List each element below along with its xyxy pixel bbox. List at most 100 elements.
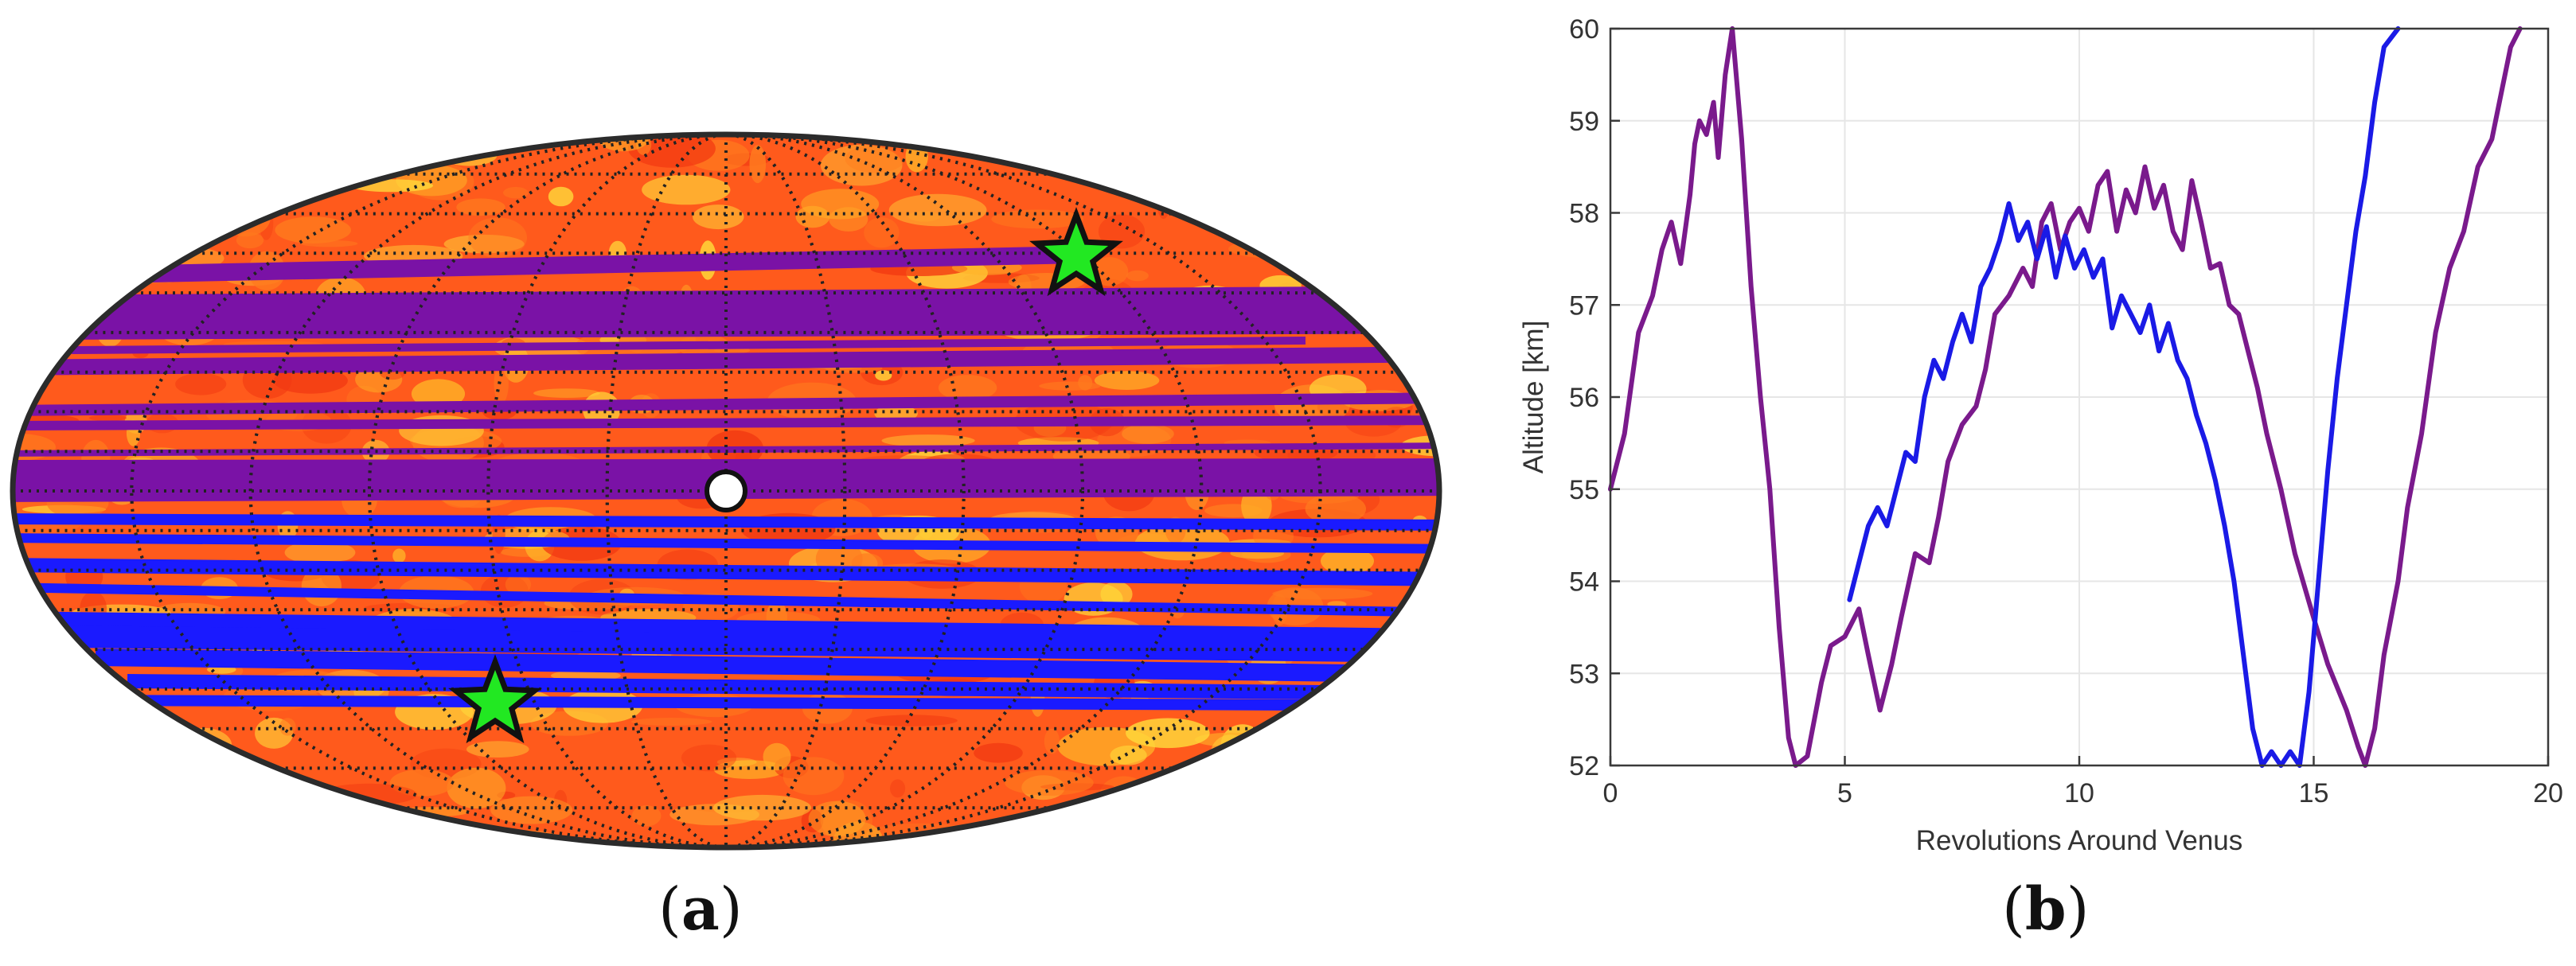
surface-patch: [1395, 347, 1439, 382]
surface-patch: [76, 180, 100, 214]
surface-patch: [974, 742, 1023, 763]
surface-patch: [85, 699, 120, 739]
surface-patch: [386, 815, 413, 847]
map-graticule: [13, 134, 1439, 847]
surface-patch: [1297, 812, 1310, 834]
surface-patch: [1005, 769, 1094, 796]
surface-patch: [111, 723, 127, 742]
surface-patch: [875, 370, 892, 381]
surface-patch: [494, 363, 509, 404]
surface-patch: [548, 186, 574, 207]
purple-trajectory-band: [13, 286, 1439, 316]
surface-patch: [468, 217, 527, 258]
x-tick-label: 20: [2533, 778, 2563, 808]
surface-patch: [1368, 142, 1439, 177]
y-tick-label: 52: [1569, 751, 1599, 781]
surface-patch: [865, 715, 958, 726]
surface-patch: [801, 189, 880, 220]
surface-patch: [763, 742, 791, 771]
surface-patch: [15, 751, 99, 769]
surface-patch: [344, 158, 369, 181]
surface-patch: [693, 204, 744, 230]
surface-patch: [490, 796, 573, 824]
surface-patch: [269, 134, 342, 148]
y-tick-label: 53: [1569, 659, 1599, 689]
surface-patch: [122, 136, 216, 175]
blue-trajectory-band: [13, 582, 1439, 617]
surface-patch: [60, 672, 99, 680]
meridian-line: [486, 134, 966, 847]
surface-patch: [1366, 710, 1398, 724]
surface-patch: [254, 790, 334, 811]
y-tick-label: 58: [1569, 199, 1599, 229]
surface-patch: [1094, 371, 1160, 390]
meridian-line: [248, 134, 1204, 847]
surface-patch: [1397, 801, 1415, 841]
purple-trajectory-band: [71, 337, 1306, 354]
surface-patch: [533, 388, 600, 398]
blue-altitude-line: [1847, 26, 2401, 768]
surface-patch: [13, 693, 66, 723]
surface-patch: [1284, 746, 1369, 767]
surface-patch: [1100, 581, 1133, 607]
surface-patch: [121, 712, 141, 734]
y-axis-label: Altitude [km]: [1518, 321, 1549, 474]
surface-patch: [829, 207, 868, 232]
x-tick-label: 5: [1837, 778, 1852, 808]
surface-patch: [1149, 177, 1224, 210]
surface-patch: [13, 148, 105, 164]
surface-patch: [103, 800, 136, 822]
surface-patch: [1256, 185, 1274, 209]
surface-patch: [13, 341, 36, 378]
surface-patch: [90, 263, 131, 271]
surface-patch: [78, 800, 134, 835]
surface-patch: [84, 138, 117, 177]
surface-patch: [175, 372, 227, 395]
surface-patch: [13, 716, 67, 753]
surface-patch: [1289, 811, 1364, 825]
blue-trajectory-band: [13, 533, 1439, 554]
surface-patch: [1358, 235, 1397, 253]
surface-patch: [631, 805, 662, 827]
y-tick-label: 56: [1569, 383, 1599, 413]
surface-patch: [466, 741, 529, 758]
chart-panel: 0 5 10 15 20 52 53 54 55 56 57 58 59 60 Revolutions A…: [1481, 0, 2576, 962]
surface-patch: [13, 241, 69, 269]
surface-patch: [1110, 745, 1147, 765]
surface-patch: [284, 540, 356, 565]
surface-patch: [1282, 185, 1366, 204]
surface-patch: [888, 193, 987, 227]
y-tick-label: 60: [1569, 14, 1599, 45]
surface-patch: [279, 718, 296, 736]
meridian-line: [368, 134, 1084, 847]
panel-label-b: (b): [2002, 875, 2090, 944]
map-markers: [448, 207, 1123, 744]
surface-patch: [68, 193, 165, 209]
surface-patch: [808, 800, 866, 837]
purple-trajectory-band: [13, 346, 1439, 376]
surface-patch: [1318, 180, 1387, 216]
surface-patch: [1153, 160, 1185, 194]
purple-trajectory-band: [47, 319, 1439, 340]
surface-patch: [89, 813, 151, 843]
surface-patch: [630, 718, 712, 726]
surface-patch: [1321, 547, 1374, 575]
map-panel: [10, 131, 1442, 851]
blue-trajectory-band: [13, 611, 1434, 645]
surface-patch: [34, 751, 52, 781]
surface-patch: [377, 136, 404, 168]
map-outline: [10, 131, 1442, 851]
surface-patch: [13, 652, 76, 682]
surface-patch: [1188, 134, 1275, 142]
surface-patch: [113, 155, 195, 197]
surface-patch: [273, 368, 348, 394]
surface-patch: [503, 187, 529, 199]
x-tick-label: 0: [1603, 778, 1618, 808]
surface-patch: [13, 715, 76, 744]
purple-trajectory-band: [13, 392, 1439, 416]
center-marker-icon: [704, 469, 747, 512]
surface-patch: [1228, 239, 1326, 259]
surface-patch: [1226, 789, 1259, 823]
surface-patch: [1320, 227, 1395, 249]
blue-trajectory-band: [13, 558, 1439, 586]
